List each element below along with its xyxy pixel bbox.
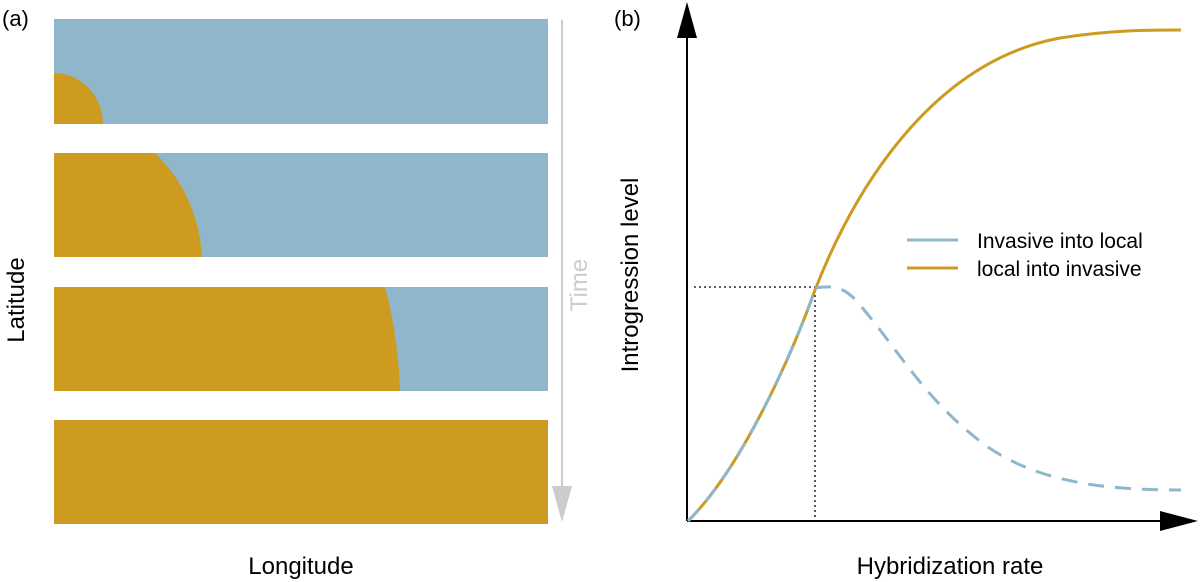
panel-a-label: (a) — [2, 6, 29, 31]
map-strip-1 — [54, 19, 548, 124]
invasive-into-local-curve-rising — [686, 289, 817, 523]
local-range — [54, 19, 548, 124]
invasive-range — [54, 420, 548, 524]
longitude-label: Longitude — [248, 553, 353, 580]
introgression-level-label: Introgression level — [617, 178, 644, 373]
map-strip-2 — [54, 153, 548, 257]
panel-a: (a) Time Latitude Longitude — [2, 6, 593, 580]
invasive-into-local-curve-declining — [814, 285, 1182, 492]
legend-label-invasive-into-local: Invasive into local — [977, 230, 1143, 253]
invasive-range — [54, 287, 400, 391]
hybridization-rate-label: Hybridization rate — [857, 553, 1044, 580]
panel-b-label: (b) — [614, 6, 641, 31]
time-label: Time — [566, 259, 593, 311]
legend-label-local-into-invasive: local into invasive — [977, 258, 1142, 281]
map-strip-3 — [54, 287, 548, 391]
legend: Invasive into local local into invasive — [907, 230, 1143, 281]
panel-b: (b) Invasive into local local into invas… — [614, 2, 1198, 580]
invasive-range — [54, 153, 202, 257]
local-into-invasive-curve — [686, 28, 1182, 523]
time-arrow — [552, 20, 572, 522]
x-axis-arrowhead — [1160, 511, 1198, 531]
latitude-label: Latitude — [3, 257, 30, 342]
invasive-range — [54, 73, 103, 124]
map-strip-4 — [54, 420, 548, 524]
y-axis-arrowhead — [677, 2, 697, 38]
time-arrow-head — [552, 486, 572, 522]
